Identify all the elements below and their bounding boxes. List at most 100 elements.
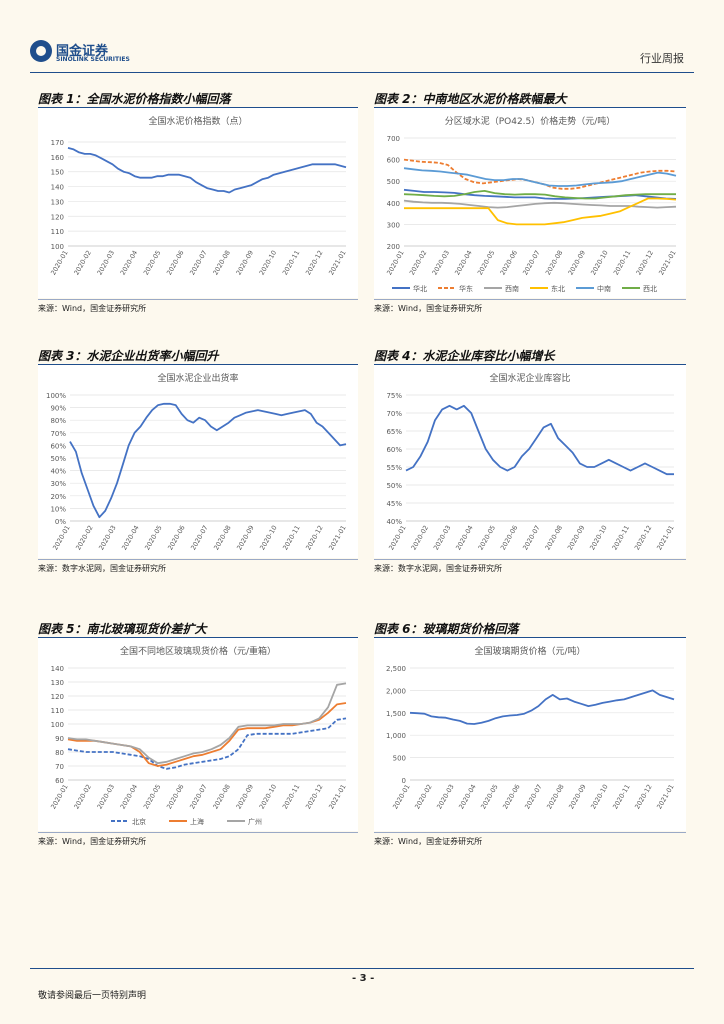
x-tick-label: 2020-03 xyxy=(96,249,117,277)
x-tick-label: 2020-10 xyxy=(258,783,279,811)
x-tick-label: 2020-08 xyxy=(544,249,565,277)
x-tick-label: 2020-04 xyxy=(119,249,140,277)
series-line-4 xyxy=(404,197,677,226)
x-tick-label: 2020-02 xyxy=(74,524,95,552)
x-tick-label: 2020-07 xyxy=(521,249,542,277)
y-tick-label: 40% xyxy=(386,518,402,526)
y-tick-label: 60 xyxy=(55,777,64,785)
source-rule xyxy=(38,559,358,560)
page-number: - 3 - xyxy=(352,973,375,984)
title-rule xyxy=(374,107,686,108)
figure-title-6: 图表 6：玻璃期货价格回落 xyxy=(374,622,519,636)
x-tick-label: 2020-04 xyxy=(119,783,140,811)
y-tick-label: 50% xyxy=(50,455,66,463)
x-tick-label: 2020-06 xyxy=(165,783,186,811)
x-tick-label: 2020-12 xyxy=(304,524,325,552)
series-line-2 xyxy=(403,158,677,190)
x-tick-label: 2020-03 xyxy=(435,783,456,811)
chart-1-svg: 全国水泥价格指数（点） 100 110 120 130 140 150 160 170 2020-… xyxy=(49,115,348,277)
title-rule xyxy=(38,107,358,108)
x-tick-label: 2020-01 xyxy=(385,249,406,277)
figure-source-4: 来源：数字水泥网，国金证券研究所 xyxy=(374,564,502,573)
x-tick-label: 2020-07 xyxy=(188,249,209,277)
y-tick-label: 20% xyxy=(50,493,66,501)
legend-label: 广州 xyxy=(248,817,262,826)
chart-4: 全国水泥企业库容比 40% 45% 50% 55% 60% 65% 70% 75% 2020-01… xyxy=(374,365,686,558)
x-tick-label: 2020-04 xyxy=(454,524,475,552)
title-rule xyxy=(374,637,686,638)
x-tick-label: 2020-05 xyxy=(143,524,164,552)
figure-source-6: 来源：Wind，国金证券研究所 xyxy=(374,837,483,846)
chart-1: 全国水泥价格指数（点） 100 110 120 130 140 150 160 170 2020-… xyxy=(38,108,358,298)
y-tick-label: 80 xyxy=(55,749,64,757)
series-line-1 xyxy=(409,689,675,725)
company-logo: 国金证券 SINOLINK SECURITIES xyxy=(30,40,130,68)
y-tick-label: 70 xyxy=(55,763,64,771)
y-tick-label: 70% xyxy=(386,410,402,418)
x-tick-label: 2021-01 xyxy=(655,783,676,811)
legend-label: 华北 xyxy=(413,284,427,293)
x-tick-label: 2020-09 xyxy=(235,783,256,811)
x-tick-label: 2020-02 xyxy=(413,783,434,811)
x-tick-label: 2020-11 xyxy=(281,783,302,811)
x-tick-label: 2020-10 xyxy=(588,524,609,552)
x-tick-label: 2020-06 xyxy=(501,783,522,811)
x-tick-label: 2020-05 xyxy=(142,249,163,277)
x-tick-label: 2020-12 xyxy=(633,524,654,552)
chart-6-svg: 全国玻璃期货价格（元/吨） 0 500 1,000 1,500 2,000 2,500 202… xyxy=(386,645,676,811)
figure-title-4: 图表 4：水泥企业库容比小幅增长 xyxy=(374,349,555,363)
title-rule xyxy=(38,637,358,638)
y-tick-label: 200 xyxy=(387,243,400,251)
x-tick-label: 2020-06 xyxy=(499,249,520,277)
x-tick-label: 2020-11 xyxy=(281,524,302,552)
x-tick-label: 2020-06 xyxy=(499,524,520,552)
y-tick-label: 100 xyxy=(51,721,64,729)
y-tick-label: 90% xyxy=(50,405,66,413)
page-header: 国金证券 SINOLINK SECURITIES 行业周报 xyxy=(30,38,694,70)
series-line-1 xyxy=(67,717,347,770)
x-tick-label: 2020-03 xyxy=(431,249,452,277)
series-line-1 xyxy=(67,147,347,194)
figure-title-3: 图表 3：水泥企业出货率小幅回升 xyxy=(38,349,219,363)
x-tick-label: 2020-10 xyxy=(589,249,610,277)
y-tick-label: 150 xyxy=(51,169,64,177)
y-tick-label: 300 xyxy=(387,221,400,229)
x-tick-label: 2020-11 xyxy=(611,524,632,552)
title-rule xyxy=(374,364,686,365)
y-tick-label: 60% xyxy=(386,446,402,454)
x-tick-label: 2020-01 xyxy=(391,783,412,811)
y-tick-label: 500 xyxy=(387,178,400,186)
logo-text-cn: 国金证券 xyxy=(56,44,109,59)
y-tick-label: 120 xyxy=(51,213,64,221)
x-tick-label: 2020-09 xyxy=(235,249,256,277)
x-tick-label: 2020-08 xyxy=(211,783,232,811)
y-tick-label: 55% xyxy=(386,464,402,472)
y-tick-label: 100 xyxy=(51,243,64,251)
figure-title-5: 图表 5：南北玻璃现货价差扩大 xyxy=(38,622,207,636)
figure-source-3: 来源：数字水泥网，国金证券研究所 xyxy=(38,564,166,573)
x-tick-label: 2020-01 xyxy=(51,524,72,552)
x-tick-label: 2020-05 xyxy=(476,249,497,277)
x-tick-label: 2020-04 xyxy=(453,249,474,277)
figure-title-1: 图表 1：全国水泥价格指数小幅回落 xyxy=(38,92,231,106)
y-tick-label: 130 xyxy=(51,679,64,687)
chart-5: 全国不同地区玻璃现货价格（元/重箱） 60 70 80 90 100 110 120 130 14… xyxy=(38,638,358,831)
y-tick-label: 100% xyxy=(46,392,66,400)
series-line-6 xyxy=(403,190,676,200)
x-tick-label: 2020-05 xyxy=(479,783,500,811)
x-tick-label: 2020-07 xyxy=(523,783,544,811)
figure-source-1: 来源：Wind，国金证券研究所 xyxy=(38,304,147,313)
x-tick-label: 2021-01 xyxy=(657,249,678,277)
y-tick-label: 40% xyxy=(50,468,66,476)
figure-source-2: 来源：Wind，国金证券研究所 xyxy=(374,304,483,313)
x-tick-label: 2021-01 xyxy=(327,783,348,811)
y-tick-label: 2,500 xyxy=(386,665,406,673)
chart-6: 全国玻璃期货价格（元/吨） 0 500 1,000 1,500 2,000 2,500 202… xyxy=(374,638,686,831)
y-tick-label: 170 xyxy=(51,139,64,147)
x-tick-label: 2020-05 xyxy=(477,524,498,552)
chart-title: 全国水泥企业出货率 xyxy=(157,372,238,384)
x-tick-label: 2020-04 xyxy=(457,783,478,811)
legend-label: 上海 xyxy=(190,817,204,826)
header-divider xyxy=(30,72,694,73)
y-tick-label: 80% xyxy=(50,417,66,425)
